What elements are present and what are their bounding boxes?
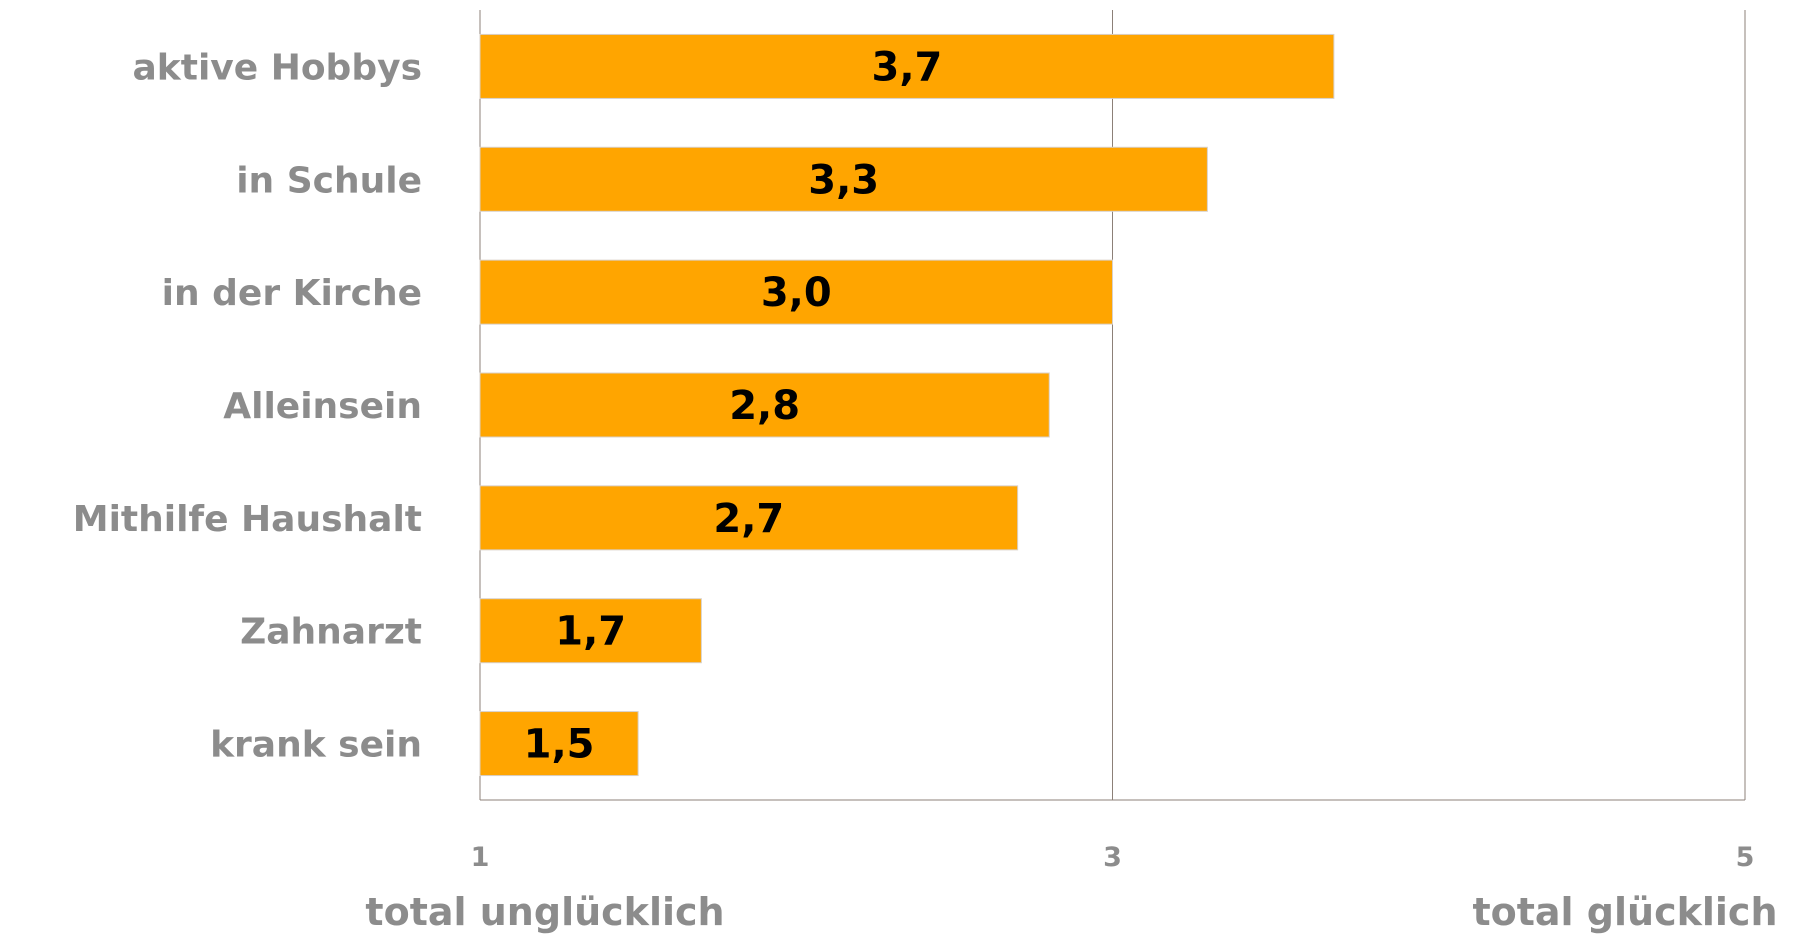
category-label: Alleinsein <box>223 386 422 427</box>
category-label: Mithilfe Haushalt <box>73 499 422 540</box>
x-tick-label: 3 <box>1103 842 1122 873</box>
bar <box>479 259 1113 325</box>
data-label: 3,7 <box>872 44 943 90</box>
bar <box>479 146 1208 212</box>
data-label: 1,5 <box>524 722 595 768</box>
bar <box>479 598 702 664</box>
axis-max-label: total glücklich <box>1472 890 1777 934</box>
data-label: 1,7 <box>555 609 626 655</box>
axis-min-label: total unglücklich <box>365 890 724 934</box>
category-label: Zahnarzt <box>240 612 422 653</box>
bar <box>479 372 1050 438</box>
data-label: 2,7 <box>713 496 784 542</box>
x-tick-label: 5 <box>1736 842 1755 873</box>
bar <box>479 33 1335 99</box>
category-label: aktive Hobbys <box>133 47 423 88</box>
bar <box>479 711 639 777</box>
x-tick-label: 1 <box>471 842 490 873</box>
data-label: 3,3 <box>808 157 879 203</box>
category-labels: aktive Hobbys in Schule in der Kirche Allei… <box>73 47 422 765</box>
category-label: in Schule <box>236 160 422 201</box>
data-label: 2,8 <box>729 383 800 429</box>
x-tick-labels: 1 3 5 <box>471 842 1755 873</box>
category-label: krank sein <box>210 725 422 766</box>
value-labels: 3,7 3,3 3,0 2,8 2,7 1,7 1,5 <box>524 44 943 767</box>
bars <box>479 33 1335 777</box>
data-label: 3,0 <box>761 270 832 316</box>
bar <box>479 485 1019 551</box>
category-label: in der Kirche <box>162 273 422 314</box>
